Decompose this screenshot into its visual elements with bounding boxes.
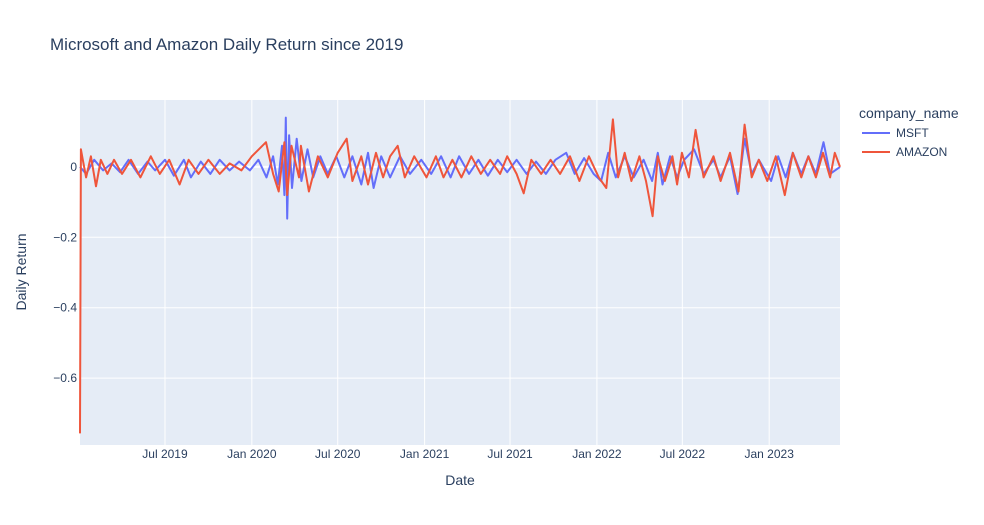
x-tick-label: Jan 2023 xyxy=(744,447,794,461)
x-tick-label: Jul 2020 xyxy=(315,447,361,461)
x-tick-label: Jan 2021 xyxy=(400,447,450,461)
x-tick-label: Jul 2021 xyxy=(487,447,533,461)
x-tick-label: Jan 2022 xyxy=(572,447,622,461)
x-tick-label: Jul 2022 xyxy=(660,447,706,461)
x-axis-title: Date xyxy=(445,472,475,488)
y-tick-label: −0.4 xyxy=(53,301,77,315)
legend-label-amazon: AMAZON xyxy=(896,145,947,159)
x-tick-label: Jan 2020 xyxy=(227,447,277,461)
series-line-amazon xyxy=(79,118,841,434)
traces xyxy=(79,116,841,434)
y-tick-label: 0 xyxy=(70,160,77,174)
y-tick-labels: 0 −0.2 −0.4 −0.6 xyxy=(53,160,77,385)
legend-label-msft: MSFT xyxy=(896,126,929,140)
y-gridlines xyxy=(80,165,840,379)
y-axis-title: Daily Return xyxy=(13,233,29,310)
y-tick-label: −0.2 xyxy=(53,230,77,244)
legend-item-msft[interactable]: MSFT xyxy=(862,126,929,140)
x-tick-label: Jul 2019 xyxy=(142,447,188,461)
chart-title: Microsoft and Amazon Daily Return since … xyxy=(50,35,403,54)
x-tick-labels: Jul 2019 Jan 2020 Jul 2020 Jan 2021 Jul 2021… xyxy=(142,447,794,461)
plot-area xyxy=(80,100,840,445)
legend-title: company_name xyxy=(859,105,959,121)
y-tick-label: −0.6 xyxy=(53,371,77,385)
legend: company_name MSFT AMAZON xyxy=(859,105,959,159)
legend-item-amazon[interactable]: AMAZON xyxy=(862,145,947,159)
